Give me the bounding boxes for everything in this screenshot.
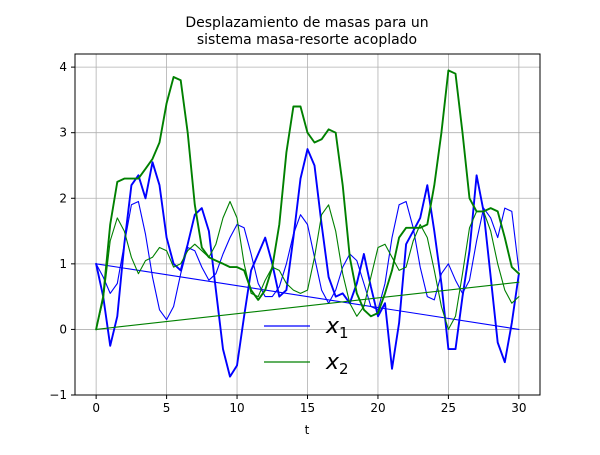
y-tick-label: 3 <box>59 126 67 140</box>
series-x2-line-2 <box>95 200 520 330</box>
series-x2-line-3 <box>95 281 520 330</box>
x-tick-label: 10 <box>229 401 244 415</box>
chart-title: Desplazamiento de masas para un sistema m… <box>185 15 428 48</box>
x-tick-label: 5 <box>163 401 171 415</box>
legend-x2-sub: 2 <box>339 360 349 378</box>
series-x2-line-1 <box>95 69 520 331</box>
legend-x1-label: x1 <box>325 314 349 342</box>
y-tick-label: −1 <box>49 388 67 402</box>
legend-x1-sub: 1 <box>339 324 349 342</box>
y-tick-label: 2 <box>59 191 67 205</box>
y-tick-label: 1 <box>59 257 67 271</box>
series-x1-line-1 <box>95 148 520 378</box>
legend-x2-label: x2 <box>325 350 349 378</box>
x-tick-label: 25 <box>441 401 456 415</box>
axis-ticks: 0 5 10 15 20 25 30 −1 0 1 2 3 4 <box>49 60 526 415</box>
chart-title-line: sistema masa-resorte acoplado <box>197 32 417 48</box>
series-x1 <box>95 148 520 378</box>
plot-lines <box>95 69 520 378</box>
legend-x2-main: x <box>325 350 340 375</box>
chart-title-line: Desplazamiento de masas para un <box>185 15 428 31</box>
x-tick-label: 0 <box>92 401 100 415</box>
x-tick-label: 15 <box>300 401 315 415</box>
series-x2 <box>95 69 520 331</box>
x-tick-label: 30 <box>511 401 526 415</box>
y-tick-label: 0 <box>59 322 67 336</box>
y-tick-label: 4 <box>59 60 67 74</box>
series-x1-line-3 <box>95 263 520 330</box>
legend-x1-main: x <box>325 314 340 339</box>
x-tick-label: 20 <box>370 401 385 415</box>
series-x1-line-2 <box>95 200 520 321</box>
x-axis-label: t <box>305 423 310 437</box>
